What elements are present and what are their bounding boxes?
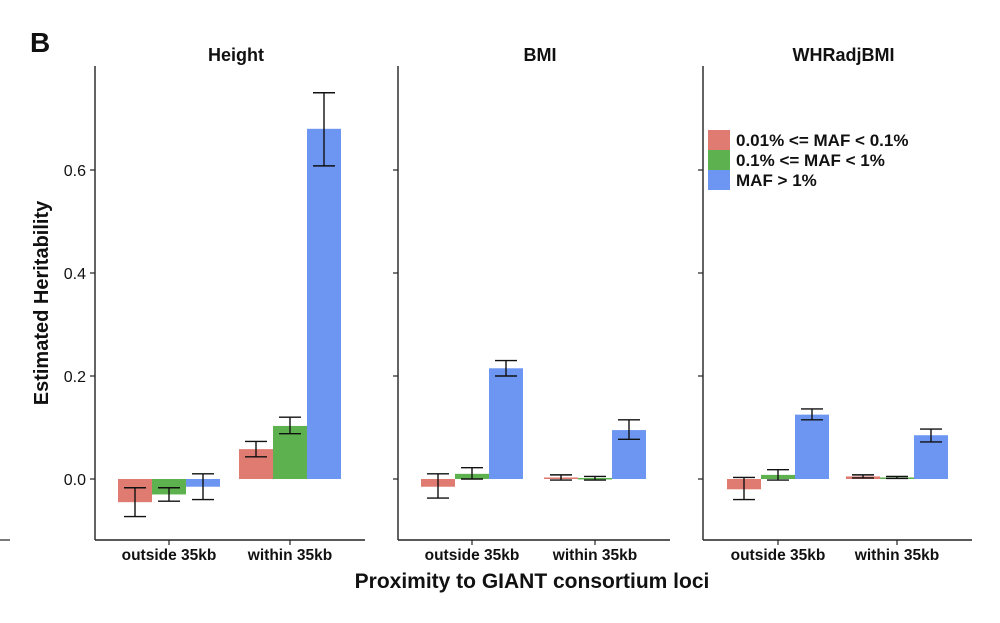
legend-label: 0.1% <= MAF < 1%	[736, 151, 885, 170]
x-axis-label: Proximity to GIANT consortium loci	[355, 570, 710, 593]
bar	[273, 425, 307, 479]
legend-label: 0.01% <= MAF < 0.1%	[736, 131, 908, 150]
legend: 0.01% <= MAF < 0.1%0.1% <= MAF < 1%MAF >…	[708, 130, 908, 190]
bar	[152, 479, 186, 495]
bar	[489, 368, 523, 479]
y-tick-label: 0.4	[64, 266, 86, 283]
y-tick-label: 0.0	[64, 472, 86, 489]
plot-area: Height 0.0 0.2 0.4 0.6 outside 35kb within 35k…	[0, 45, 972, 564]
panel-bmi: BMI outside 35kb within 35kb	[393, 45, 670, 564]
y-tick-label: 0.6	[64, 163, 86, 180]
legend-swatch	[708, 130, 730, 150]
x-tick-label: outside 35kb	[731, 547, 826, 564]
panel-title: WHRadjBMI	[793, 45, 895, 65]
bar	[307, 128, 341, 480]
x-tick-label: within 35kb	[854, 547, 939, 564]
panel-letter: B	[30, 27, 50, 58]
x-tick-label: within 35kb	[247, 547, 332, 564]
legend-label: MAF > 1%	[736, 171, 817, 190]
y-tick-label: 0.2	[64, 369, 86, 386]
panel-whradjbmi: WHRadjBMI outside 35kb within 35kb	[698, 45, 972, 564]
legend-swatch	[708, 150, 730, 170]
y-axis-label: Estimated Heritability	[31, 200, 53, 405]
panel-title: Height	[208, 45, 264, 65]
x-tick-label: outside 35kb	[425, 547, 520, 564]
bar	[795, 414, 829, 479]
panel-title: BMI	[524, 45, 557, 65]
panel-height: Height 0.0 0.2 0.4 0.6 outside 35kb within 35k…	[64, 45, 365, 564]
legend-swatch	[708, 170, 730, 190]
x-tick-label: within 35kb	[552, 547, 637, 564]
x-tick-label: outside 35kb	[122, 547, 217, 564]
